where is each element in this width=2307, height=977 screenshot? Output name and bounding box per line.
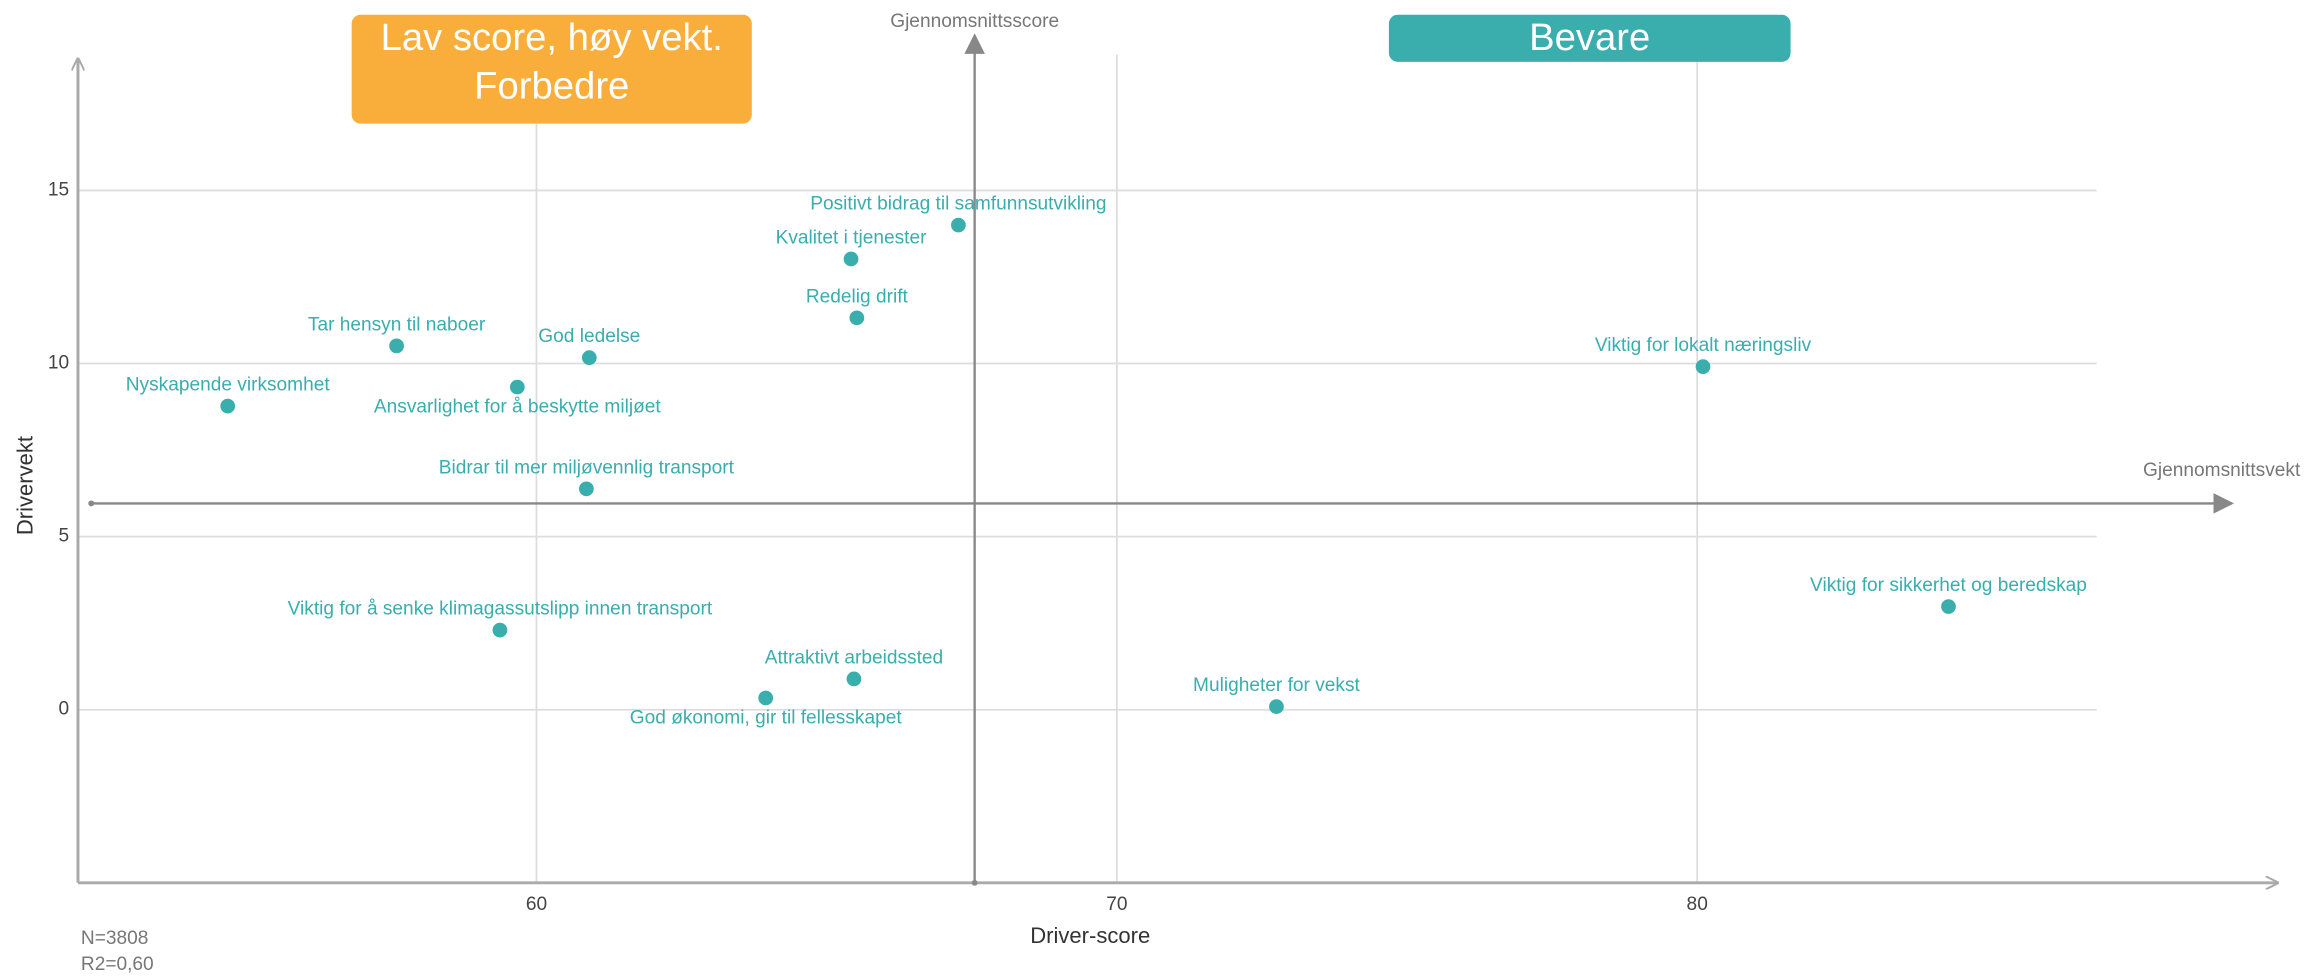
point-label: Viktig for sikkerhet og beredskap: [1810, 575, 2087, 596]
point: [492, 622, 508, 638]
point: [758, 690, 774, 706]
y-tick-label: 0: [59, 699, 70, 720]
y-tick-label: 15: [48, 179, 69, 200]
x-tick-label: 70: [1106, 894, 1127, 915]
point-label: God ledelse: [538, 326, 640, 347]
quadrant-label: Bevare: [1529, 16, 1650, 59]
point-label: Nyskapende virksomhet: [126, 375, 331, 396]
y-tick-label: 10: [48, 353, 69, 374]
point: [220, 398, 236, 414]
point: [581, 350, 597, 365]
y-axis-label: Drivervekt: [12, 436, 37, 535]
point-label: Viktig for å senke klimagassutslipp inne…: [288, 599, 713, 620]
point-label: Redelig drift: [806, 286, 909, 307]
mean-score-label: Gjennomsnittsscore: [890, 11, 1059, 32]
point: [509, 379, 525, 395]
x-axis-label: Driver-score: [1030, 923, 1150, 948]
quadrant-box: [351, 14, 752, 124]
point-label: Ansvarlighet for å beskytte miljøet: [374, 397, 661, 418]
point: [846, 671, 862, 687]
x-tick-label: 60: [526, 894, 547, 915]
point: [1941, 599, 1956, 614]
point-label: Attraktivt arbeidssted: [765, 647, 943, 668]
quadrant-label: Forbedre: [474, 64, 629, 107]
point-label: God økonomi, gir til fellesskapet: [630, 708, 903, 729]
x-tick-label: 80: [1687, 894, 1708, 915]
quadrant-box: [1388, 14, 1791, 62]
axis-dot: [971, 879, 978, 886]
point: [389, 338, 404, 354]
point-label: Viktig for lokalt næringsliv: [1595, 335, 1812, 356]
note: R2=0,60: [81, 954, 154, 975]
point-label: Tar hensyn til naboer: [308, 314, 486, 335]
mean-weight-label: Gjennomsnittsvekt: [2143, 460, 2301, 481]
point-label: Bidrar til mer miljøvennlig transport: [439, 457, 735, 478]
point: [951, 217, 966, 233]
point: [849, 310, 865, 326]
quadrant-label: Lav score, høy vekt.: [381, 16, 723, 59]
point: [1269, 699, 1284, 714]
point-label: Positivt bidrag til samfunnsutvikling: [810, 193, 1106, 214]
point: [579, 481, 594, 497]
note: N=3808: [81, 928, 148, 949]
y-tick-label: 5: [59, 526, 70, 547]
axis-dot: [88, 500, 95, 507]
point-label: Kvalitet i tjenester: [776, 227, 927, 248]
point: [1695, 359, 1711, 374]
point-label: Muligheter for vekst: [1193, 675, 1360, 696]
point: [843, 251, 859, 267]
